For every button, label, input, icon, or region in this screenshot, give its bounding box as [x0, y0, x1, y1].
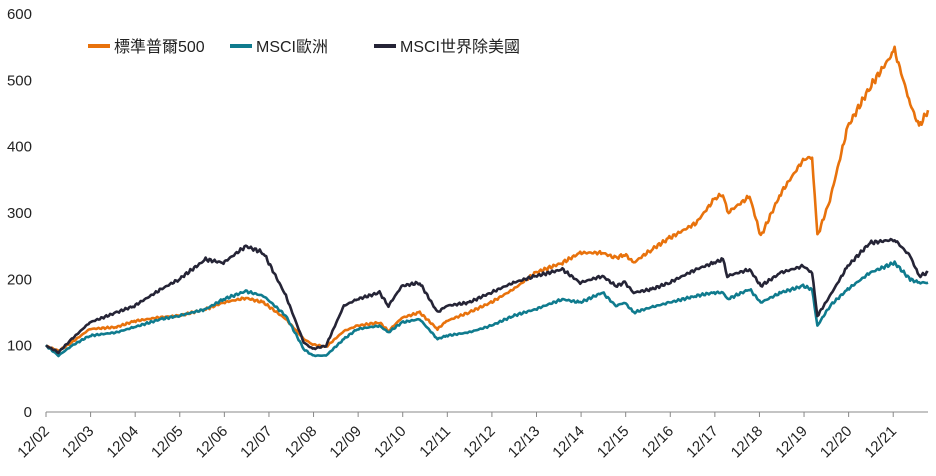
legend-label: 標準普爾500 — [114, 38, 205, 56]
x-tick-label: 12/14 — [549, 423, 588, 462]
x-tick-label: 12/05 — [148, 423, 187, 462]
series-line — [45, 237, 929, 355]
legend-label: MSCI世界除美國 — [400, 38, 520, 56]
y-tick-label: 400 — [7, 139, 32, 156]
legend-item: MSCI歐洲 — [230, 38, 328, 56]
x-tick-label: 12/17 — [683, 423, 722, 462]
y-tick-label: 600 — [7, 6, 32, 23]
y-tick-label: 0 — [24, 404, 32, 421]
x-tick-label: 12/21 — [861, 423, 900, 462]
series-line — [44, 260, 929, 358]
x-tick-label: 12/11 — [416, 423, 454, 461]
y-tick-label: 500 — [7, 72, 32, 89]
y-tick-label: 200 — [7, 271, 32, 288]
x-tick-label: 12/03 — [59, 423, 98, 462]
x-tick-label: 12/07 — [237, 423, 276, 462]
x-tick-label: 12/20 — [817, 423, 856, 462]
legend-label: MSCI歐洲 — [256, 38, 328, 56]
y-axis: 0 100 200 300 400 500 600 — [7, 6, 32, 421]
legend-item: 標準普爾500 — [88, 38, 205, 56]
x-tick-label: 12/13 — [505, 423, 544, 462]
legend: 標準普爾500 MSCI歐洲 MSCI世界除美國 — [88, 38, 520, 56]
series-line — [45, 45, 930, 353]
x-tick-label: 12/12 — [460, 423, 499, 462]
x-tick-label: 12/06 — [193, 423, 232, 462]
x-tick-label: 12/02 — [14, 423, 53, 462]
series-layer — [44, 45, 930, 358]
x-tick-label: 12/18 — [728, 423, 767, 462]
x-axis: 12/02 12/03 12/04 12/05 12/06 12/07 12/08 12/09… — [14, 411, 928, 462]
y-tick-label: 300 — [7, 205, 32, 222]
x-tick-label: 12/08 — [282, 423, 321, 462]
legend-item: MSCI世界除美國 — [374, 38, 520, 56]
x-tick-label: 12/10 — [371, 423, 410, 462]
x-tick-label: 12/15 — [594, 423, 633, 462]
x-tick-label: 12/19 — [772, 423, 811, 462]
y-tick-label: 100 — [7, 338, 32, 355]
x-tick-label: 12/09 — [326, 423, 365, 462]
x-tick-label: 12/16 — [639, 423, 678, 462]
x-tick-label: 12/04 — [103, 423, 142, 462]
